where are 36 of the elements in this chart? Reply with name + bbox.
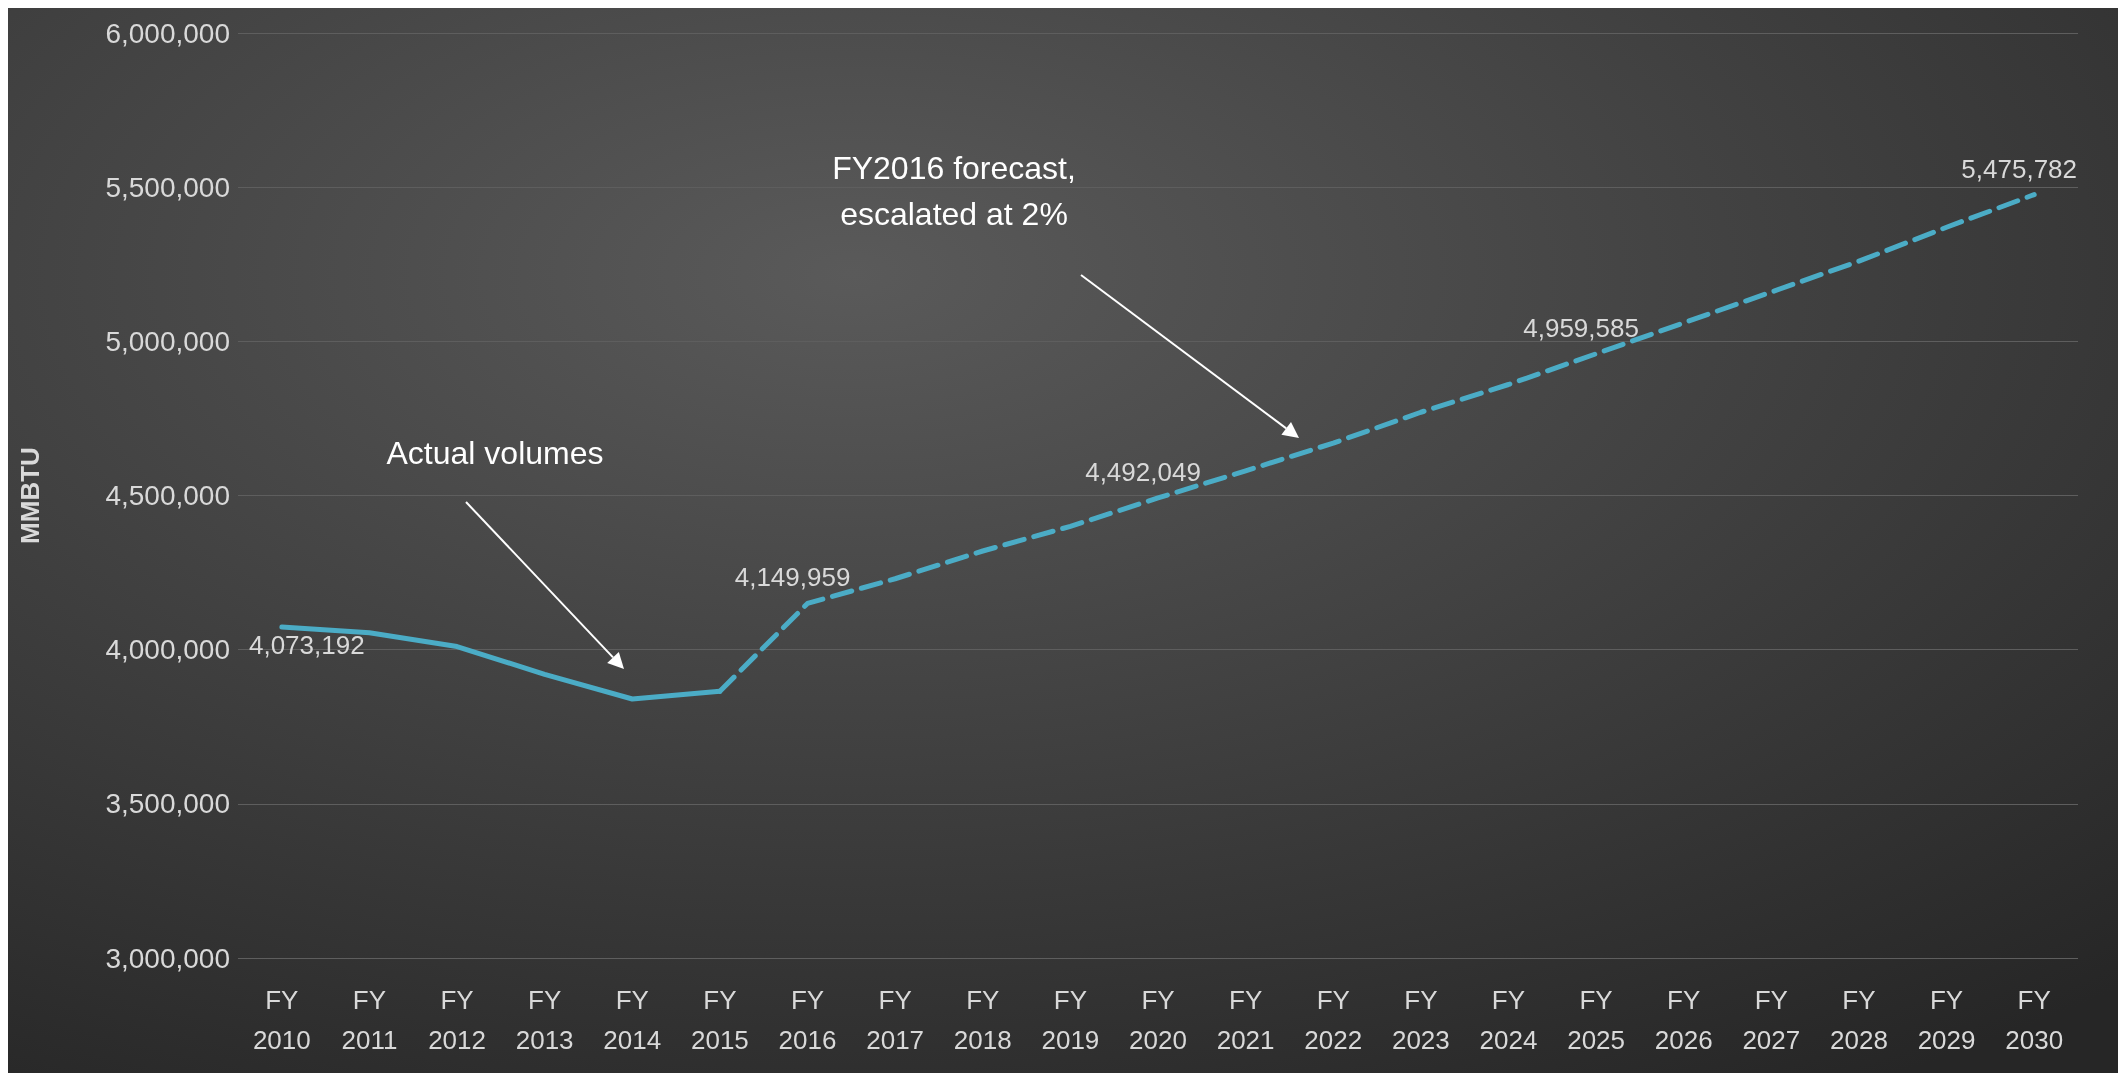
x-tick-label: FY 2016 xyxy=(778,985,837,1055)
annotation: FY2016 forecast, escalated at 2% xyxy=(832,150,1076,232)
x-tick-label: FY 2019 xyxy=(1041,985,1100,1055)
y-axis-title: MMBTU xyxy=(15,447,45,544)
data-label: 4,959,585 xyxy=(1523,312,1639,343)
x-tick-label: FY 2028 xyxy=(1830,985,1888,1055)
x-tick-label: FY 2017 xyxy=(866,985,925,1055)
x-tick-label: FY 2024 xyxy=(1479,985,1538,1055)
y-tick-label: 5,500,000 xyxy=(105,171,230,203)
y-tick-label: 4,500,000 xyxy=(105,480,230,511)
annotation: Actual volumes xyxy=(386,435,604,471)
x-tick-label: FY 2023 xyxy=(1391,985,1450,1055)
x-tick-label: FY 2012 xyxy=(428,985,486,1055)
data-label: 4,149,959 xyxy=(734,562,851,593)
x-tick-label: FY 2013 xyxy=(515,985,574,1055)
x-tick-label: FY 2026 xyxy=(1654,985,1713,1055)
x-tick-label: FY 2020 xyxy=(1129,985,1187,1055)
y-tick-label: 5,000,000 xyxy=(105,325,230,357)
x-tick-label: FY 2018 xyxy=(953,985,1012,1055)
data-label: 4,073,192 xyxy=(248,630,365,661)
data-label: 4,492,049 xyxy=(1085,456,1201,487)
y-tick-label: 4,000,000 xyxy=(105,634,230,666)
y-tick-label: 3,500,000 xyxy=(105,788,230,820)
x-tick-label: FY 2021 xyxy=(1216,985,1275,1055)
y-tick-label: 3,000,000 xyxy=(105,942,230,974)
x-tick-label: FY 2011 xyxy=(341,985,398,1055)
x-tick-label: FY 2027 xyxy=(1742,985,1801,1055)
x-tick-label: FY 2029 xyxy=(1917,985,1976,1055)
data-label: 5,475,782 xyxy=(1961,153,2078,184)
x-tick-label: FY 2014 xyxy=(603,985,662,1055)
y-tick-label: 6,000,000 xyxy=(105,17,230,49)
x-tick-label: FY 2010 xyxy=(252,985,311,1055)
x-tick-label: FY 2030 xyxy=(2005,985,2064,1055)
x-tick-label: FY 2022 xyxy=(1304,985,1363,1055)
x-tick-label: FY 2025 xyxy=(1567,985,1626,1055)
x-tick-label: FY 2015 xyxy=(690,985,749,1055)
